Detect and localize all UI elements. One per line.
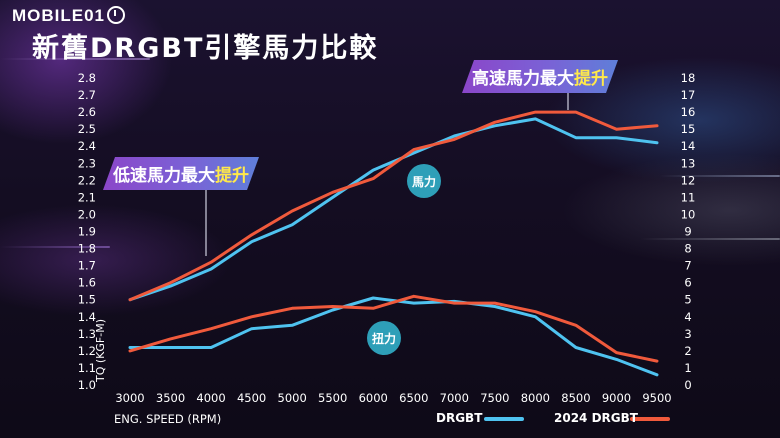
y-right-tick-label: 6 [684,276,691,290]
x-tick-label: 6500 [399,391,428,405]
hp-bubble-circle [407,164,441,198]
y-right-tick-label: 7 [684,259,691,273]
y-left-tick-label: 1.5 [78,293,96,307]
hp-bubble-label: 馬力 [412,174,436,189]
y-right-tick-label: 12 [681,173,696,187]
callout-high-speed: 高速馬力最大提升 [462,60,618,93]
y-left-tick-label: 1.9 [78,225,96,239]
x-tick-label: 9000 [602,391,631,405]
callout-high-highlight: 提升 [574,69,608,89]
y-left-tick-label: 1.2 [78,344,96,358]
power-icon [107,6,126,24]
left-axis: 1.0 1.1 1.2 1.3 1.4 1.5 1.6 1.7 1.8 1.9 2.0 2.1 2.2 2… [78,71,96,392]
y-left-tick-label: 2.7 [78,88,96,102]
x-tick-label: 4500 [237,391,266,405]
legend-label-drgbt: DRGBT [436,411,483,425]
callout-low-text: 低速馬力最大 [113,166,215,186]
callout-low-highlight: 提升 [215,166,249,186]
y-right-tick-label: 4 [684,310,691,324]
x-tick-label: 3500 [156,391,185,405]
x-tick-label: 5000 [278,391,307,405]
y-right-tick-label: 1 [684,361,691,375]
y-left-tick-label: 1.6 [78,276,96,290]
torque-bubble-label: 扭力 [372,331,396,346]
y-left-tick-label: 2.4 [78,139,96,153]
y-right-tick-label: 15 [681,122,696,136]
series-line-2024-drgbt-torque [128,294,659,363]
y-right-tick-label: 17 [681,88,696,102]
y-right-tick-label: 9 [684,225,691,239]
y-left-tick-label: 1.3 [78,327,96,341]
x-tick-label: 7000 [440,391,469,405]
x-tick-label: 4000 [196,391,225,405]
light-streak [660,175,780,177]
logo-text: MOBILE01 [12,6,106,25]
page-title: 新舊DRGBT引擎馬力比較 [32,33,379,64]
y-right-tick-label: 2 [684,344,691,358]
y-left-tick-label: 1.7 [78,259,96,273]
y-left-tick-label: 1.4 [78,310,96,324]
light-streak [0,246,110,248]
callout-leaders [205,90,569,256]
y-right-tick-label: 0 [684,378,691,392]
series-line-drgbt-hp [128,117,659,302]
light-streak [0,58,150,60]
y-left-tick-label: 2.2 [78,173,96,187]
torque-label-bubble: 扭力 [367,321,401,355]
y-right-tick-label: 5 [684,293,691,307]
hp-label-bubble: 馬力 [407,164,441,198]
y-left-tick-label: 1.8 [78,242,96,256]
x-tick-label: 7500 [480,391,509,405]
y-left-tick-label: 2.1 [78,190,96,204]
y-right-tick-label: 13 [681,156,696,170]
series-layer [128,110,659,377]
series-line-2024-drgbt-hp [128,110,659,302]
y-right-tick-label: 3 [684,327,691,341]
y-right-tick-label: 18 [681,71,696,85]
x-tick-label: 8000 [521,391,550,405]
x-axis: 3000 3500 4000 4500 5000 5500 6000 6500 7000 7500… [115,391,671,405]
x-tick-label: 5500 [318,391,347,405]
series-line-drgbt-torque [128,296,659,377]
y-left-tick-label: 2.0 [78,207,96,221]
torque-bubble-circle [367,321,401,355]
callout-low-speed: 低速馬力最大提升 [103,157,259,190]
y-right-tick-label: 11 [681,190,696,204]
y-right-tick-label: 14 [681,139,696,153]
x-tick-label: 9500 [642,391,671,405]
y-right-tick-label: 8 [684,242,691,256]
legend-label-2024: 2024 DRGBT [554,411,638,425]
x-axis-label: ENG. SPEED (RPM) [114,412,221,426]
y-left-tick-label: 1.1 [78,361,96,375]
callout-high-text: 高速馬力最大 [472,69,574,89]
x-tick-label: 8500 [561,391,590,405]
y-right-tick-label: 16 [681,105,696,119]
y-right-tick-label: 10 [681,207,696,221]
y-left-tick-label: 2.5 [78,122,96,136]
y-left-tick-label: 2.6 [78,105,96,119]
y-axis-label: TQ (KGF-M) [94,319,107,383]
light-streak [640,238,780,240]
y-left-tick-label: 2.8 [78,71,96,85]
brand-logo: MOBILE01 [12,6,126,26]
x-tick-label: 3000 [115,391,144,405]
x-tick-label: 6000 [359,391,388,405]
y-left-tick-label: 2.3 [78,156,96,170]
y-left-tick-label: 1.0 [78,378,96,392]
